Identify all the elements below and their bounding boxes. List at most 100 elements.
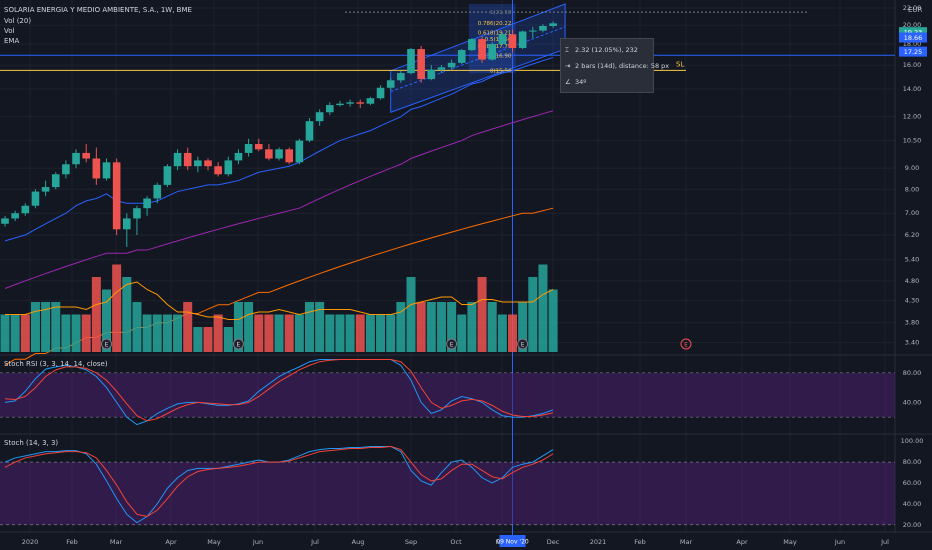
candle-body — [305, 121, 314, 141]
fib-level-label: 1(21.50) — [490, 10, 514, 16]
volume-bar — [30, 302, 40, 352]
stoch-label[interactable]: Stoch (14, 3, 3) — [4, 439, 59, 447]
volume-bar — [376, 314, 386, 352]
volume-bar — [447, 302, 457, 352]
candle-body — [468, 39, 476, 51]
earnings-marker-label: E — [237, 342, 241, 349]
candle-body — [397, 73, 405, 81]
candle-body — [112, 162, 121, 230]
candle-body — [102, 162, 111, 179]
channel-midline — [390, 26, 566, 93]
volume-bar — [487, 302, 497, 352]
ema-fast-line — [4, 56, 554, 242]
price-tick-label: 22.00 — [903, 4, 922, 12]
price-tick-label: 6.20 — [905, 231, 919, 239]
volume-bar — [41, 302, 51, 352]
earnings-marker — [232, 338, 244, 350]
bars-icon: ⇥ — [565, 62, 571, 70]
volume-bar — [162, 314, 172, 352]
volume-bar — [20, 314, 30, 352]
ema-mid-line — [4, 110, 554, 289]
candle-body — [437, 67, 446, 70]
candle-body — [194, 160, 202, 167]
candle-body — [92, 158, 101, 179]
time-tick-label: Jun — [834, 538, 845, 546]
price-tick-label: 18.00 — [903, 40, 922, 48]
time-tick-label: Mar — [110, 538, 123, 546]
vol-label[interactable]: Vol — [4, 27, 15, 35]
candle-body — [163, 166, 172, 185]
candle-body — [447, 62, 456, 68]
volume-bar — [264, 314, 274, 352]
candle-body — [275, 149, 283, 159]
price-tick-label: 3.80 — [905, 319, 919, 327]
candle-body — [41, 187, 50, 192]
ema-indicator-label[interactable]: EMA — [4, 37, 20, 45]
candle-body — [386, 80, 395, 88]
price-tick-label: 3.40 — [905, 339, 919, 347]
tooltip-range: 2.32 (12.05%), 232 — [575, 46, 638, 54]
price-tick-label: 20.00 — [903, 21, 922, 29]
candle-body — [153, 184, 162, 199]
vol-indicator-label[interactable]: Vol (20) — [4, 17, 32, 25]
volume-bar — [233, 302, 243, 352]
volume-bar — [10, 314, 20, 352]
price-badge-label: 19.23 — [904, 28, 923, 36]
candle-body — [214, 166, 222, 175]
candle-body — [1, 218, 9, 224]
candle-body — [407, 49, 415, 74]
time-tick-label: Apr — [736, 538, 748, 546]
stoch-rsi-band — [0, 372, 895, 418]
candle-body — [508, 34, 517, 49]
time-tick-label: May — [783, 538, 797, 546]
volume-bar — [81, 314, 91, 352]
price-badge — [899, 27, 927, 38]
time-tick-label: Sep — [405, 538, 417, 546]
candle-body — [417, 49, 425, 80]
time-tick-label: Aug — [352, 538, 365, 546]
volume-bar — [223, 327, 233, 352]
time-tick-label: Jun — [252, 538, 263, 546]
symbol-title: SOLARIA ENERGIA Y MEDIO AMBIENTE, S.A., … — [4, 6, 192, 14]
volume-bar — [355, 314, 365, 352]
time-tick-label: Jul — [310, 538, 319, 546]
volume-bar — [335, 314, 345, 352]
time-tick-label: Feb — [634, 538, 646, 546]
volume-bar — [345, 314, 355, 352]
candle-body — [346, 102, 354, 104]
stoch-rsi-label[interactable]: Stoch RSI (3, 3, 14, 14, close) — [4, 360, 108, 368]
candle-body — [498, 34, 507, 44]
volume-bar — [396, 302, 406, 352]
candle-body — [224, 160, 233, 175]
stoch-rsi-d-line — [4, 358, 554, 422]
candle-body — [51, 174, 60, 188]
tooltip-angle: 34º — [575, 78, 587, 86]
fib-zone — [468, 4, 516, 74]
volume-bar — [406, 277, 416, 352]
price-tick-label: 4.30 — [905, 297, 919, 305]
time-tick-label: May — [207, 538, 221, 546]
currency-label: EUR — [908, 6, 923, 14]
price-tick-label: 7.00 — [905, 209, 919, 217]
candle-body — [295, 140, 304, 163]
earnings-marker — [101, 338, 112, 350]
candle-body — [173, 152, 182, 167]
volume-bar — [426, 302, 436, 352]
stoch-tick-label: 60.00 — [903, 479, 922, 487]
date-marker-label: 09 Nov '20 — [496, 539, 529, 546]
earnings-marker-label: E — [450, 342, 454, 349]
candle-body — [326, 105, 334, 113]
volume-bar — [386, 314, 396, 352]
candle-body — [183, 152, 192, 167]
volume-ma-line — [5, 281, 554, 320]
candle-body — [518, 31, 527, 49]
volume-bar — [457, 314, 467, 352]
stoch-tick-label: 80.00 — [903, 458, 922, 466]
angle-icon: ∠ — [565, 78, 571, 86]
fib-level-label: 0.786(20.22) — [478, 21, 514, 27]
time-tick-label: Jul — [880, 538, 889, 546]
volume-bar — [416, 302, 426, 352]
time-tick-label: Dec — [547, 538, 560, 546]
